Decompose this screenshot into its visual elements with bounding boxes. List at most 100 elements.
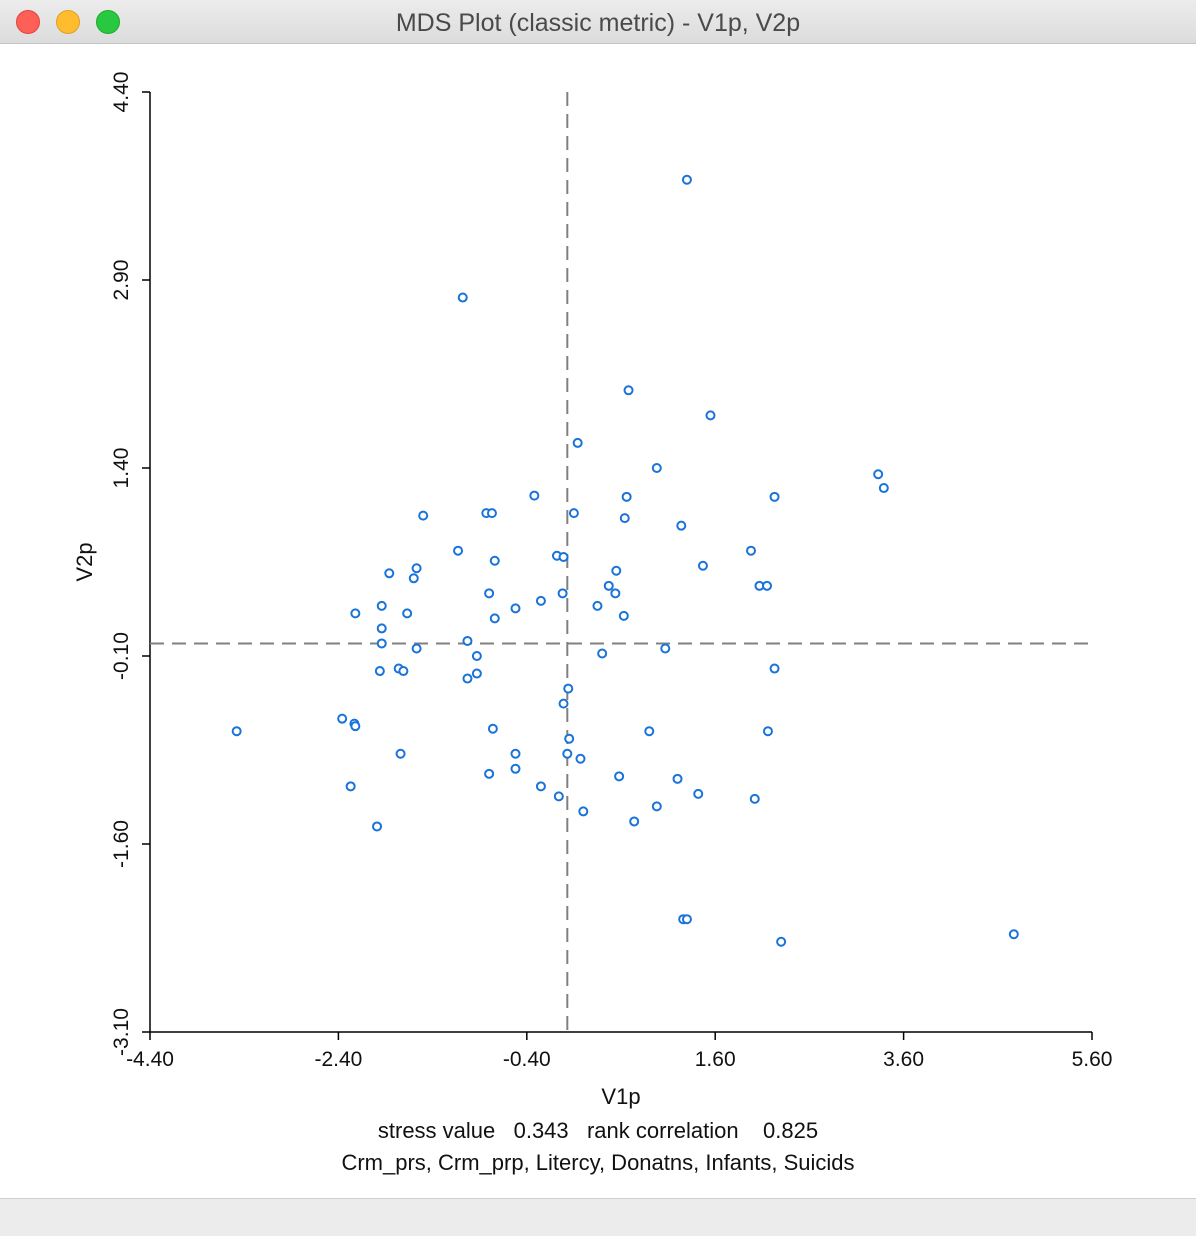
data-point[interactable] (558, 551, 569, 562)
title-bar: MDS Plot (classic metric) - V1p, V2p (0, 0, 1196, 44)
data-point[interactable] (578, 806, 589, 817)
y-tick-label: -0.10 (110, 632, 133, 680)
y-tick-label: -1.60 (110, 820, 133, 868)
data-point[interactable] (660, 643, 671, 654)
data-point[interactable] (572, 437, 583, 448)
data-point[interactable] (769, 663, 780, 674)
data-point[interactable] (697, 560, 708, 571)
window-title: MDS Plot (classic metric) - V1p, V2p (395, 9, 801, 37)
data-point[interactable] (568, 508, 579, 519)
data-point[interactable] (350, 721, 361, 732)
data-point[interactable] (621, 491, 632, 502)
x-tick-label: 3.60 (883, 1048, 924, 1071)
y-tick-label: 4.40 (110, 72, 133, 113)
data-point[interactable] (510, 748, 521, 759)
data-point[interactable] (623, 385, 634, 396)
data-point[interactable] (398, 666, 409, 677)
data-point[interactable] (453, 545, 464, 556)
minimize-window-button[interactable] (56, 10, 80, 34)
data-point[interactable] (878, 483, 889, 494)
data-point[interactable] (535, 781, 546, 792)
data-point[interactable] (484, 588, 495, 599)
data-point[interactable] (597, 648, 608, 659)
data-point[interactable] (487, 723, 498, 734)
data-point[interactable] (462, 635, 473, 646)
status-bar (0, 1198, 1196, 1236)
variables-list: Crm_prs, Crm_prp, Litercy, Donatns, Infa… (341, 1150, 855, 1175)
data-point[interactable] (563, 683, 574, 694)
y-axis-title: V2p (72, 542, 97, 581)
data-point[interactable] (557, 588, 568, 599)
data-point[interactable] (705, 410, 716, 421)
data-point[interactable] (592, 600, 603, 611)
data-point[interactable] (745, 545, 756, 556)
data-point[interactable] (575, 753, 586, 764)
data-point[interactable] (529, 490, 540, 501)
data-point[interactable] (614, 771, 625, 782)
data-point[interactable] (535, 595, 546, 606)
data-point[interactable] (418, 510, 429, 521)
data-point[interactable] (1008, 929, 1019, 940)
maximize-window-button[interactable] (96, 10, 120, 34)
data-point[interactable] (651, 463, 662, 473)
data-point[interactable] (395, 748, 406, 759)
data-point[interactable] (402, 608, 413, 619)
data-point[interactable] (672, 773, 683, 784)
data-point[interactable] (619, 513, 630, 524)
data-point[interactable] (486, 508, 497, 519)
data-point[interactable] (611, 565, 622, 576)
data-point[interactable] (376, 600, 387, 611)
data-point[interactable] (411, 643, 422, 654)
data-point[interactable] (769, 491, 780, 502)
data-point[interactable] (651, 801, 662, 812)
data-point[interactable] (471, 651, 482, 661)
data-point[interactable] (376, 623, 387, 634)
data-point[interactable] (681, 914, 692, 925)
y-tick-label: 2.90 (110, 260, 133, 301)
stress-statistics: stress value 0.343 rank correlation 0.82… (377, 1118, 819, 1143)
data-point[interactable] (873, 469, 884, 480)
data-point[interactable] (610, 588, 621, 599)
data-point[interactable] (384, 568, 395, 579)
data-point[interactable] (603, 580, 614, 591)
data-point[interactable] (618, 610, 629, 621)
data-point[interactable] (762, 726, 773, 737)
data-point[interactable] (408, 573, 419, 584)
data-point[interactable] (231, 726, 242, 737)
data-point[interactable] (350, 608, 361, 619)
data-point[interactable] (411, 563, 422, 574)
data-point[interactable] (372, 821, 383, 832)
data-point[interactable] (762, 580, 773, 591)
data-point[interactable] (345, 781, 356, 792)
data-point[interactable] (553, 791, 564, 802)
data-point[interactable] (374, 666, 385, 677)
data-point[interactable] (776, 936, 787, 947)
data-point[interactable] (564, 733, 575, 744)
x-tick-label: -2.40 (314, 1048, 362, 1071)
close-window-button[interactable] (16, 10, 40, 34)
data-point[interactable] (681, 174, 692, 185)
data-point[interactable] (644, 726, 655, 737)
y-tick-label: 1.40 (110, 448, 133, 489)
data-point[interactable] (693, 788, 704, 799)
data-point[interactable] (562, 748, 573, 759)
data-point[interactable] (457, 292, 468, 303)
plot-area[interactable]: -4.40 -2.40 -0.40 1.60 3.60 5.60 -3.10 -1.60 -0.… (0, 44, 1196, 1196)
data-point[interactable] (489, 613, 500, 624)
data-point[interactable] (462, 673, 473, 684)
data-point[interactable] (471, 668, 482, 679)
data-point[interactable] (629, 816, 640, 827)
data-point[interactable] (749, 793, 760, 804)
x-axis-title: V1p (601, 1084, 640, 1109)
data-point[interactable] (484, 768, 495, 779)
data-point[interactable] (376, 638, 387, 649)
data-point[interactable] (510, 603, 521, 614)
y-tick-label: -3.10 (110, 1008, 133, 1056)
data-point[interactable] (558, 698, 569, 709)
data-point[interactable] (337, 713, 348, 724)
x-tick-label: 5.60 (1072, 1048, 1113, 1071)
data-point[interactable] (510, 763, 521, 774)
data-point[interactable] (676, 520, 687, 531)
mds-scatter-chart[interactable]: -4.40 -2.40 -0.40 1.60 3.60 5.60 -3.10 -1.60 -0.… (0, 44, 1196, 1196)
data-point[interactable] (489, 555, 500, 566)
